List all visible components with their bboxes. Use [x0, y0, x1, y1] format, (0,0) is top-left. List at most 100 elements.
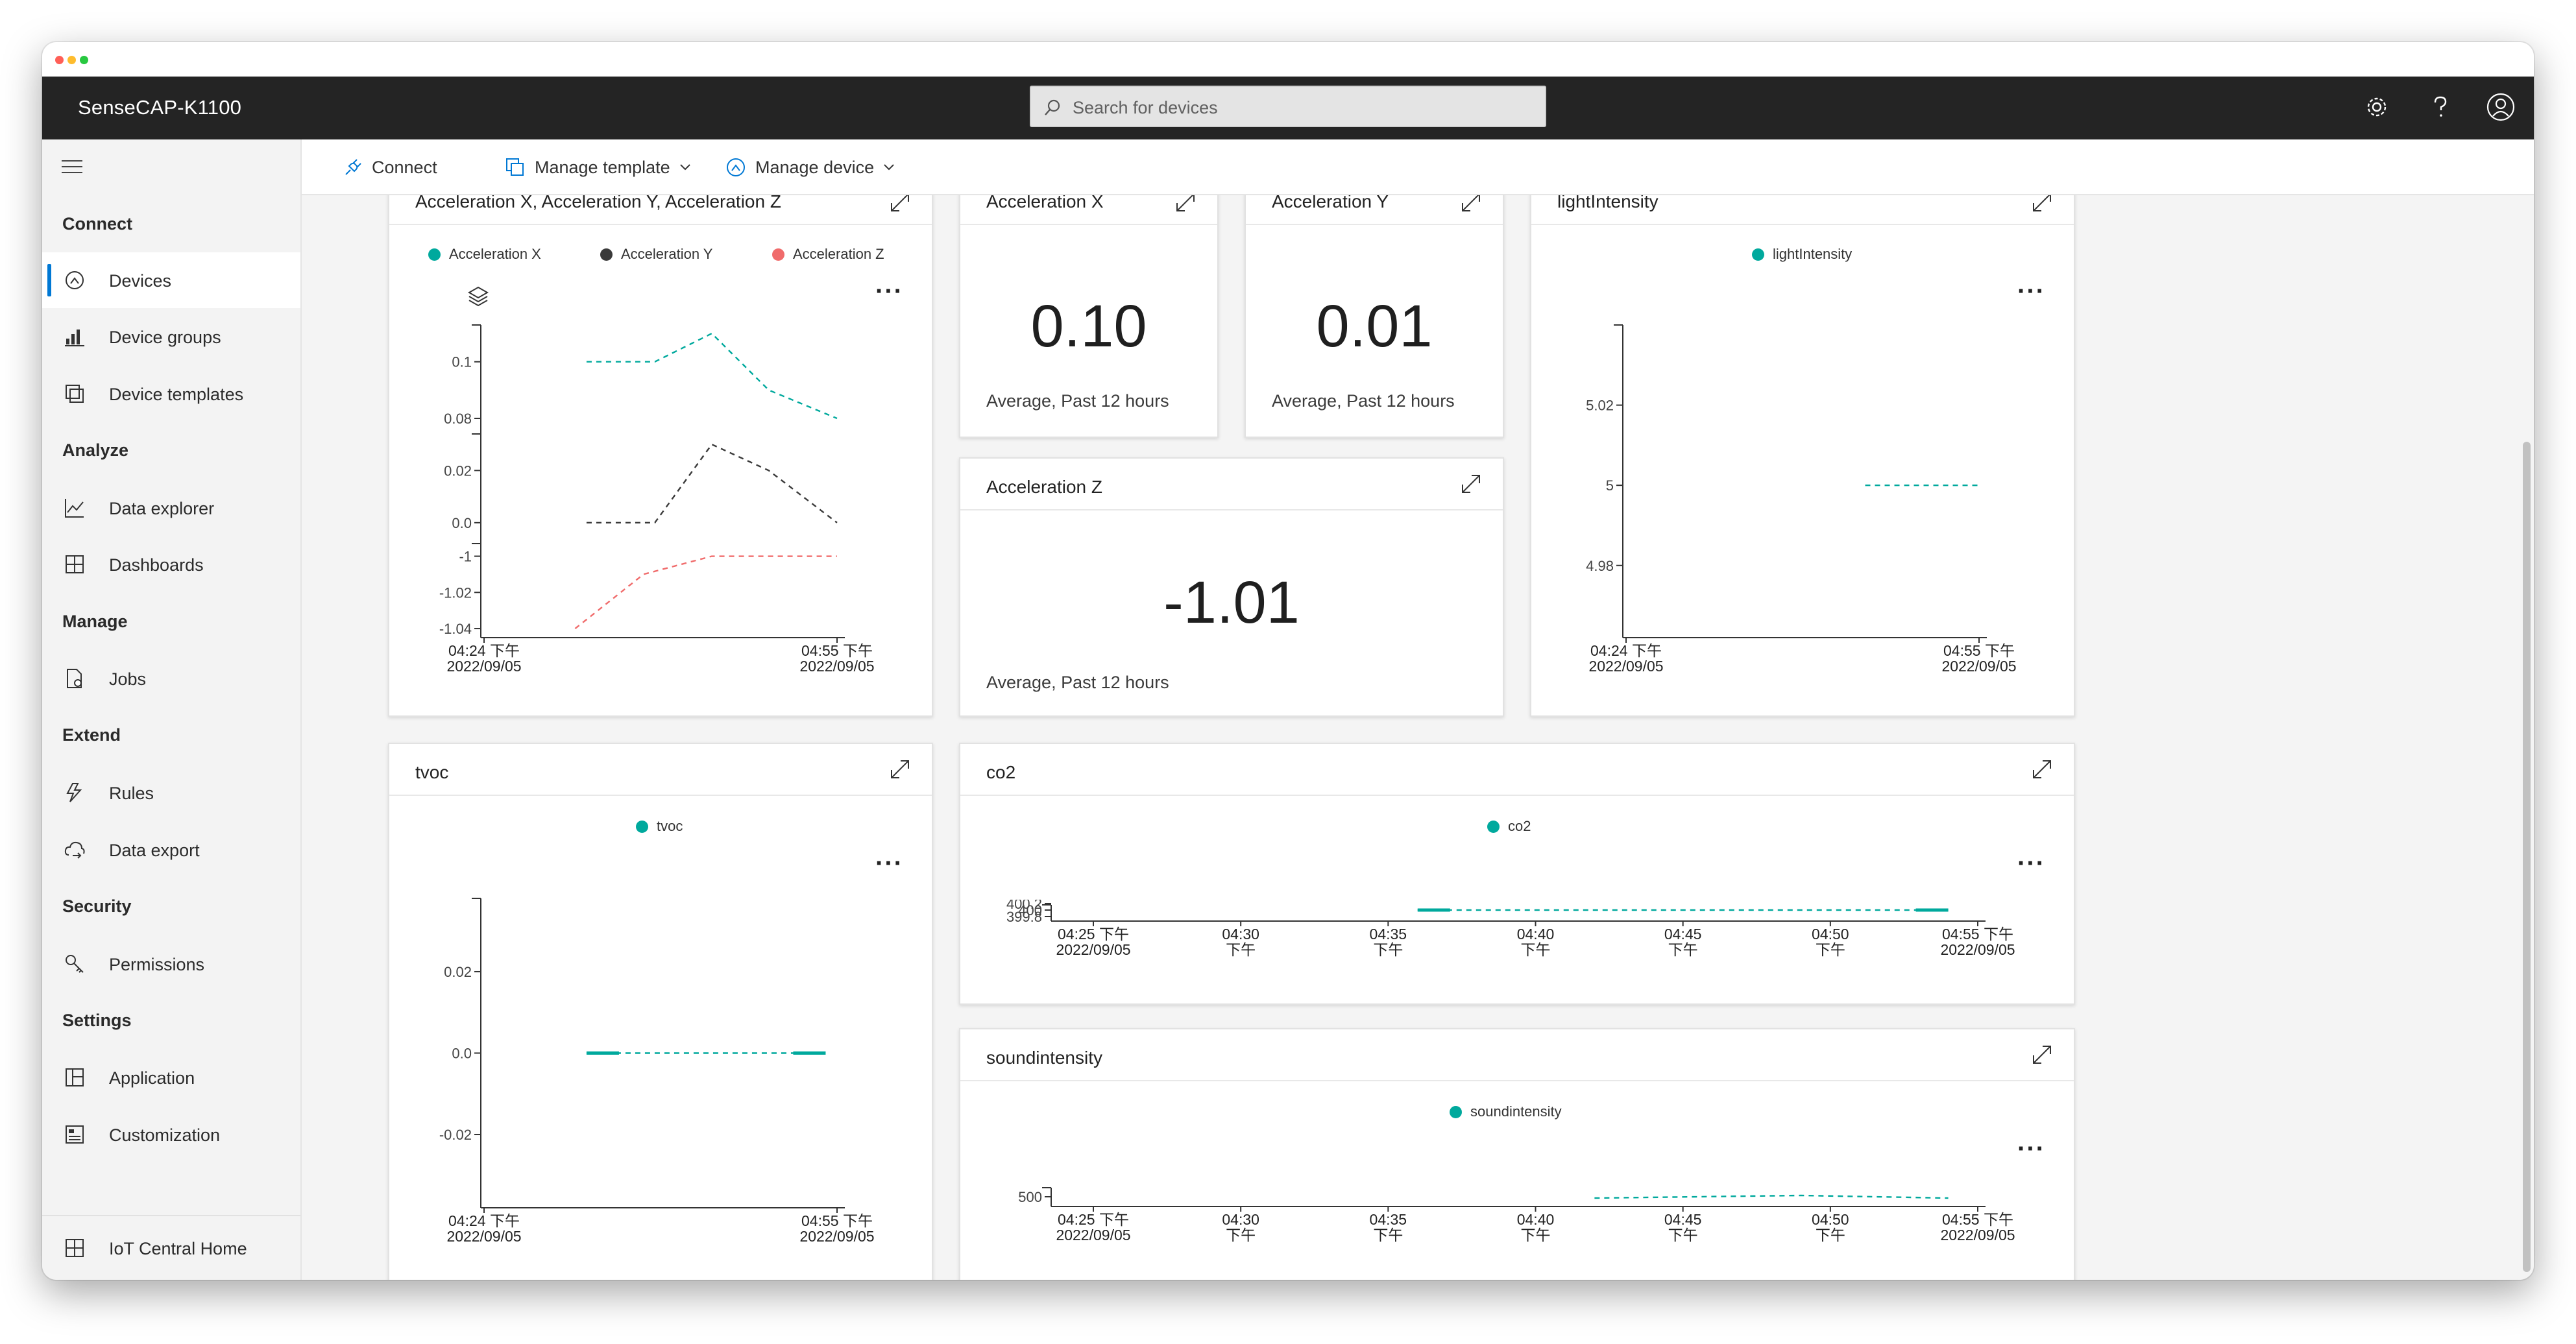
- legend-item[interactable]: Acceleration Y: [600, 246, 712, 263]
- x-tick-label: 04:35: [1370, 1211, 1407, 1228]
- sidebar-item-label: Customization: [109, 1125, 221, 1145]
- sidebar-item-label: Device templates: [109, 385, 244, 404]
- settings-gear-icon[interactable]: [2362, 92, 2392, 122]
- tile-title: Acceleration Y: [1272, 195, 1389, 211]
- expand-icon[interactable]: [1460, 195, 1482, 213]
- legend-label: soundintensity: [1470, 1103, 1562, 1120]
- expand-icon[interactable]: [889, 758, 911, 780]
- help-icon[interactable]: [2425, 92, 2455, 122]
- sidebar-item-rules[interactable]: Rules: [42, 765, 300, 821]
- tile-title: Acceleration X: [986, 195, 1104, 211]
- expand-icon[interactable]: [1460, 473, 1482, 495]
- devices-icon: [66, 271, 84, 289]
- more-options-button[interactable]: ···: [2017, 277, 2045, 306]
- x-tick-label: 04:25 下午: [1058, 1211, 1129, 1228]
- sidebar-item-jobs[interactable]: Jobs: [42, 651, 300, 706]
- sidebar-item-device-templates[interactable]: Device templates: [42, 366, 300, 422]
- expand-icon[interactable]: [2031, 758, 2053, 780]
- x-tick-label: 下午: [1226, 1227, 1256, 1243]
- sidebar-item-iot-central-home[interactable]: IoT Central Home: [42, 1220, 300, 1276]
- legend-item[interactable]: co2: [1487, 818, 1531, 835]
- search-placeholder: Search for devices: [1073, 98, 1218, 117]
- expand-icon[interactable]: [889, 195, 911, 213]
- app-window: SenseCAP-K1100 Search for devices Connec…: [42, 42, 2534, 1280]
- sidebar-item-dashboards[interactable]: Dashboards: [42, 536, 300, 592]
- permissions-key-icon: [66, 955, 84, 973]
- x-tick-label: 下午: [1373, 941, 1403, 958]
- y-tick-label: -0.02: [439, 1127, 472, 1143]
- sidebar-item-label: Rules: [109, 784, 154, 803]
- tile-tvoc: tvoc tvoc ··· 0.02 0.0 -0.02 04:24 下午 2022/0…: [388, 743, 933, 1280]
- x-tick-label: 04:55 下午: [1942, 1211, 2013, 1228]
- tile-divider: [960, 795, 2074, 796]
- sidebar-item-label: Permissions: [109, 955, 205, 974]
- expand-icon[interactable]: [2031, 1044, 2053, 1066]
- sidebar-item-data-explorer[interactable]: Data explorer: [42, 480, 300, 536]
- legend-item[interactable]: Acceleration X: [428, 246, 541, 263]
- close-window-button[interactable]: [55, 56, 64, 64]
- x-tick-label: 04:35: [1370, 926, 1407, 942]
- legend-label: Acceleration X: [449, 246, 541, 262]
- sidebar-item-label: Device groups: [109, 328, 221, 347]
- legend-item[interactable]: tvoc: [636, 818, 683, 835]
- sidebar-item-label: Data export: [109, 841, 200, 860]
- sidebar-item-application[interactable]: Application: [42, 1050, 300, 1105]
- sidebar-item-label: Jobs: [109, 669, 147, 689]
- sidebar-item-device-groups[interactable]: Device groups: [42, 309, 300, 365]
- legend-label: Acceleration Y: [621, 246, 713, 262]
- hamburger-menu-icon[interactable]: [62, 160, 82, 174]
- x-tick-label: 04:50: [1812, 926, 1849, 942]
- y-tick-label: -1.02: [439, 584, 472, 601]
- series-line: [586, 443, 838, 524]
- more-options-button[interactable]: ···: [875, 849, 903, 878]
- x-tick-label: 下午: [1521, 941, 1551, 958]
- more-options-button[interactable]: ···: [2017, 1134, 2045, 1163]
- sidebar-item-data-export[interactable]: Data export: [42, 822, 300, 878]
- y-tick-label: -1: [459, 549, 472, 565]
- scrollbar-thumb[interactable]: [2523, 442, 2531, 1272]
- command-bar: Connect Manage template Manage device: [302, 139, 2534, 195]
- y-tick-label: 0.0: [452, 1046, 472, 1062]
- tile-divider: [389, 795, 932, 796]
- y-tick-label: 4.98: [1586, 558, 1614, 574]
- minimize-window-button[interactable]: [67, 56, 76, 64]
- expand-icon[interactable]: [1174, 195, 1197, 213]
- kpi-value: -1.01: [1163, 570, 1300, 636]
- user-avatar-icon[interactable]: [2486, 92, 2516, 122]
- zoom-window-button[interactable]: [80, 56, 88, 64]
- x-tick-label: 2022/09/05: [446, 658, 521, 675]
- sidebar-item-devices[interactable]: Devices: [42, 252, 300, 308]
- sidebar-item-permissions[interactable]: Permissions: [42, 936, 300, 992]
- y-tick-label: 0.08: [444, 411, 472, 427]
- layers-icon[interactable]: [467, 285, 489, 307]
- legend-item[interactable]: Acceleration Z: [772, 246, 884, 263]
- x-tick-label: 2022/09/05: [446, 1228, 521, 1245]
- legend-item[interactable]: lightIntensity: [1752, 246, 1852, 263]
- more-options-button[interactable]: ···: [875, 277, 903, 306]
- tile-divider: [389, 224, 932, 225]
- expand-icon[interactable]: [2031, 195, 2053, 213]
- connect-button[interactable]: Connect: [343, 156, 437, 178]
- vertical-scrollbar[interactable]: [2520, 195, 2534, 1280]
- more-options-button[interactable]: ···: [2017, 849, 2045, 878]
- search-icon: [1045, 99, 1060, 115]
- legend-swatch: [1752, 248, 1764, 261]
- tile-title: soundintensity: [986, 1048, 1103, 1068]
- application-icon: [66, 1068, 84, 1086]
- legend-item[interactable]: soundintensity: [1450, 1103, 1562, 1120]
- manage-template-button[interactable]: Manage template: [505, 156, 700, 178]
- tile-soundintensity: soundintensity soundintensity ··· 500 04:…: [959, 1028, 2075, 1280]
- iot-central-home-icon: [66, 1239, 84, 1257]
- sidebar-item-customization[interactable]: Customization: [42, 1107, 300, 1162]
- y-tick-label: 5: [1606, 477, 1614, 494]
- manage-device-button[interactable]: Manage device: [725, 156, 904, 178]
- tile-divider: [960, 1080, 2074, 1081]
- section-security: Security: [62, 896, 132, 916]
- search-input[interactable]: Search for devices: [1030, 86, 1546, 127]
- x-tick-label: 04:55 下午: [1943, 642, 2015, 659]
- legend-swatch: [1450, 1105, 1462, 1118]
- x-tick-label: 下午: [1816, 1227, 1845, 1243]
- x-tick-label: 2022/09/05: [1940, 1227, 2015, 1243]
- x-tick-label: 04:40: [1517, 1211, 1555, 1228]
